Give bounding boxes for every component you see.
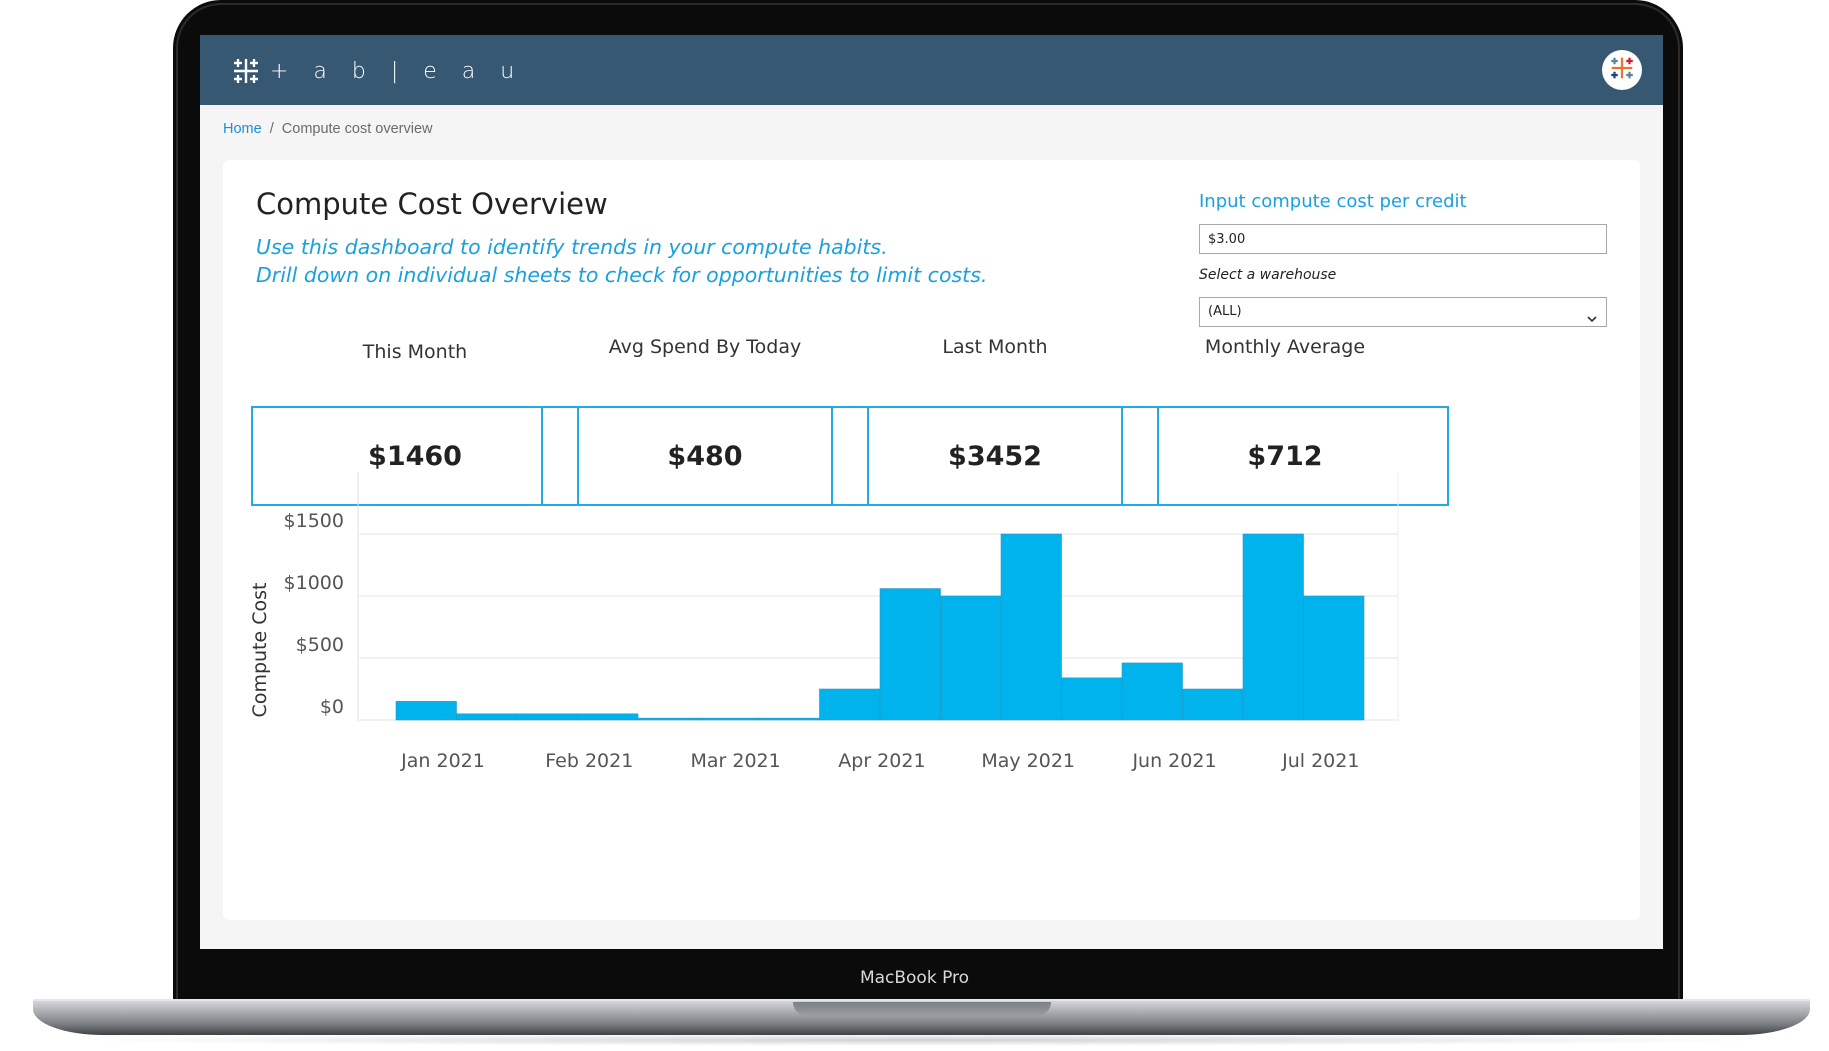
cost-per-credit-input[interactable]	[1199, 224, 1607, 254]
dashboard-description-line-1: Use this dashboard to identify trends in…	[256, 235, 888, 259]
chart-bar[interactable]	[637, 717, 699, 721]
top-navigation-bar: + a b | e a u	[200, 35, 1663, 105]
tableau-logo[interactable]: + a b | e a u	[230, 55, 523, 87]
laptop-notch	[793, 1002, 1051, 1016]
warehouse-selected-value: (ALL)	[1208, 304, 1242, 319]
cost-per-credit-label: Input compute cost per credit	[1199, 191, 1467, 212]
chart-bar[interactable]	[395, 701, 457, 721]
chart-y-ticks: $1500 $1000 $500 $0	[284, 510, 344, 718]
tableau-logo-icon	[230, 55, 262, 87]
chart-bar[interactable]	[879, 588, 941, 721]
chart-bar[interactable]	[1000, 533, 1062, 721]
chart-bar[interactable]	[758, 717, 820, 721]
x-tick-label: Feb 2021	[545, 750, 633, 772]
kpi-value-monthly-average: $712	[1247, 440, 1323, 472]
y-tick-label: $500	[296, 634, 344, 656]
y-tick-label: $1500	[284, 510, 344, 532]
kpi-label-last-month: Last Month	[942, 336, 1048, 358]
x-tick-label: Apr 2021	[838, 750, 925, 772]
page-title: Compute Cost Overview	[256, 187, 608, 221]
chart-bar[interactable]	[940, 595, 1002, 721]
x-tick-label: May 2021	[981, 750, 1075, 772]
x-tick-label: Mar 2021	[690, 750, 780, 772]
x-tick-label: Jul 2021	[1281, 750, 1359, 772]
tableau-color-logo-icon	[1607, 53, 1637, 88]
breadcrumb-current: Compute cost overview	[281, 121, 433, 137]
x-tick-label: Jun 2021	[1131, 750, 1216, 772]
chart-bar[interactable]	[698, 717, 760, 721]
dashboard-card: Compute Cost Overview Use this dashboard…	[223, 160, 1640, 920]
kpi-card-last-month[interactable]: $3452	[831, 406, 1159, 506]
breadcrumb-separator: /	[269, 121, 274, 137]
user-avatar[interactable]	[1602, 50, 1642, 90]
warehouse-label: Select a warehouse	[1199, 267, 1337, 283]
laptop-shadow	[60, 1034, 1780, 1046]
kpi-card-this-month[interactable]: $1460	[251, 406, 579, 506]
chart-gridlines	[357, 472, 1399, 722]
chevron-down-icon	[1587, 307, 1597, 323]
chart-bars	[395, 533, 1365, 721]
kpi-value-this-month: $1460	[368, 440, 462, 472]
chart-bar[interactable]	[819, 688, 881, 721]
chart-bar[interactable]	[1182, 688, 1244, 721]
kpi-label-monthly-average: Monthly Average	[1204, 336, 1366, 358]
kpi-card-avg-spend[interactable]: $480	[541, 406, 869, 506]
warehouse-select[interactable]: (ALL)	[1199, 297, 1607, 327]
chart-bar[interactable]	[456, 713, 518, 721]
y-tick-label: $1000	[284, 572, 344, 594]
chart-bar[interactable]	[516, 713, 578, 721]
chart-x-ticks: Jan 2021 Feb 2021 Mar 2021 Apr 2021 May 2021…	[400, 750, 1359, 772]
kpi-label-avg-spend: Avg Spend By Today	[608, 336, 802, 358]
kpi-label-this-month: This Month	[362, 341, 468, 363]
y-tick-label: $0	[320, 696, 344, 718]
chart-y-axis-label: Compute Cost	[249, 583, 271, 718]
breadcrumb-home-link[interactable]: Home	[223, 121, 262, 137]
chart-bar[interactable]	[1061, 677, 1123, 721]
logo-wordmark: + a b | e a u	[270, 58, 524, 84]
app-screen: + a b | e a u Home	[200, 35, 1663, 949]
dashboard-description-line-2: Drill down on individual sheets to check…	[256, 263, 988, 287]
chart-bar[interactable]	[577, 713, 639, 721]
chart-bar[interactable]	[1303, 595, 1365, 721]
device-label: MacBook Pro	[859, 968, 970, 988]
compute-cost-bar-chart: $1500 $1000 $500 $0 Jan 2021 Feb 2021 Mar 202…	[249, 472, 1399, 772]
kpi-card-monthly-average[interactable]: $712	[1121, 406, 1449, 506]
chart-bar[interactable]	[1242, 533, 1304, 721]
chart-bar[interactable]	[1121, 662, 1183, 721]
x-tick-label: Jan 2021	[400, 750, 485, 772]
kpi-value-last-month: $3452	[948, 440, 1042, 472]
breadcrumb: Home / Compute cost overview	[223, 121, 432, 137]
kpi-value-avg-spend: $480	[667, 440, 743, 472]
